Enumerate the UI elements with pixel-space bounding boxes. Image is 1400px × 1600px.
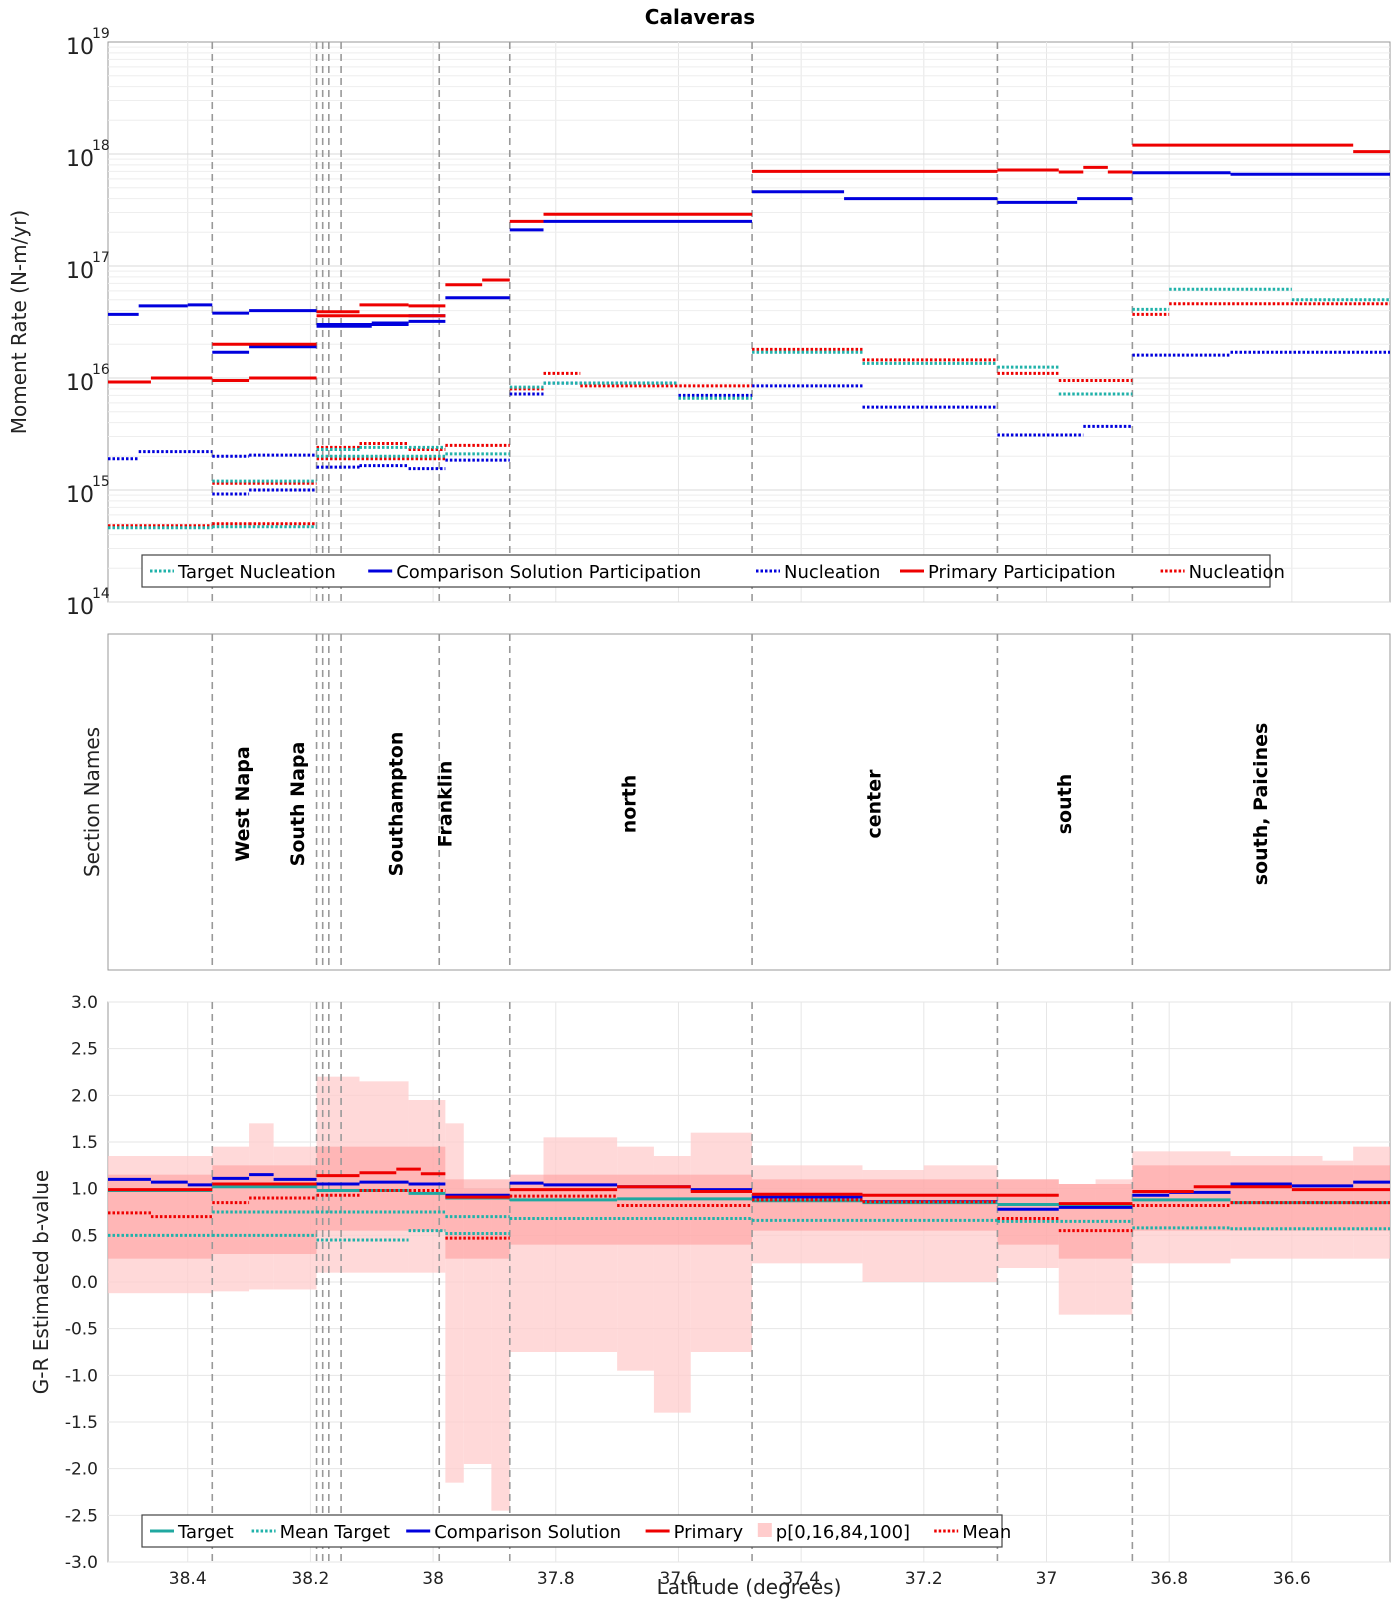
svg-text:14: 14 xyxy=(92,586,110,602)
section-name-label: north xyxy=(618,775,640,834)
section-names-y-axis-label: Section Names xyxy=(80,727,104,877)
legend-label: Target Nucleation xyxy=(177,562,336,583)
legend-label: Target xyxy=(177,1522,234,1543)
moment-rate-y-axis-label: Moment Rate (N-m/yr) xyxy=(7,210,31,434)
y-tick-label: -3.0 xyxy=(65,1553,98,1573)
x-tick-label: 38.4 xyxy=(169,1569,207,1589)
y-tick-label: 0.0 xyxy=(71,1273,98,1293)
legend-label: Primary xyxy=(674,1522,744,1543)
section-name-label: center xyxy=(864,769,886,839)
x-ticks: 38.4 38.2 38 37.8 37.6 37.4 37.2 37 36.8 36.6 xyxy=(169,1569,1311,1589)
legend-label: Primary Participation xyxy=(928,562,1116,583)
svg-text:19: 19 xyxy=(92,26,110,42)
b-value-section-boundaries xyxy=(211,1002,1134,1562)
svg-text:10: 10 xyxy=(66,35,94,60)
band-inner xyxy=(316,1146,360,1231)
y-tick-label: -1.5 xyxy=(65,1413,98,1433)
section-name-label: South Napa xyxy=(287,742,309,867)
legend-label: Mean Target xyxy=(280,1522,390,1543)
moment-rate-series xyxy=(108,143,1390,530)
section-name-label: Southampton xyxy=(385,732,407,877)
legend-swatch xyxy=(757,1523,772,1537)
band-inner xyxy=(1132,1165,1390,1231)
b-value-series xyxy=(108,1167,1390,1242)
svg-text:10: 10 xyxy=(66,147,94,172)
band-outer xyxy=(543,1137,618,1352)
band-inner xyxy=(359,1146,446,1231)
y-tick-label: 1.0 xyxy=(71,1180,98,1200)
x-axis-label: Latitude (degrees) xyxy=(657,1575,842,1599)
y-tick-label: 1.5 xyxy=(71,1133,98,1153)
x-tick-label: 37.4 xyxy=(782,1569,820,1589)
section-name-boundaries xyxy=(211,634,1134,970)
y-tick-label: 2.5 xyxy=(71,1040,98,1060)
band-inner xyxy=(997,1179,1059,1245)
chart-title: Calaveras xyxy=(645,5,755,29)
x-tick-label: 38 xyxy=(422,1569,444,1589)
section-name-label: south xyxy=(1054,774,1076,835)
b-value-panel: 3.0 2.5 2.0 1.5 1.0 0.5 0.0 -0.5 -1.0 -1.5 -2.0 -2.… xyxy=(29,993,1391,1599)
svg-text:10: 10 xyxy=(66,259,94,284)
svg-text:17: 17 xyxy=(92,250,110,266)
legend-label: Nucleation xyxy=(784,562,880,583)
section-name-label: Franklin xyxy=(434,761,456,848)
legend-label: p[0,16,84,100] xyxy=(776,1522,910,1543)
svg-text:16: 16 xyxy=(92,362,110,378)
legend-label: Nucleation xyxy=(1189,562,1285,583)
svg-text:10: 10 xyxy=(66,371,94,396)
x-tick-label: 37.8 xyxy=(537,1569,575,1589)
x-tick-label: 37.2 xyxy=(905,1569,943,1589)
svg-text:10: 10 xyxy=(66,595,94,620)
y-tick-label: 2.0 xyxy=(71,1086,98,1106)
svg-text:10: 10 xyxy=(66,483,94,508)
y-tick-label: -1.0 xyxy=(65,1366,98,1386)
band-inner xyxy=(752,1179,998,1231)
y-tick-label: 0.5 xyxy=(71,1226,98,1246)
moment-rate-legend: Target Nucleation Comparison Solution Par… xyxy=(141,554,1285,588)
svg-text:15: 15 xyxy=(92,474,110,490)
y-tick-label: 3.0 xyxy=(71,993,98,1013)
section-name-labels: West Napa South Napa Southampton Franklin no… xyxy=(232,723,1272,886)
b-value-y-axis-label: G-R Estimated b-value xyxy=(29,1170,53,1394)
x-tick-label: 37.6 xyxy=(660,1569,698,1589)
y-tick-label: -2.0 xyxy=(65,1460,98,1480)
x-tick-label: 36.6 xyxy=(1273,1569,1311,1589)
legend-label: Comparison Solution Participation xyxy=(396,562,701,583)
band-inner xyxy=(445,1179,510,1259)
svg-text:18: 18 xyxy=(92,138,110,154)
x-tick-label: 37 xyxy=(1036,1569,1058,1589)
legend-label: Mean xyxy=(962,1522,1011,1543)
band-outer xyxy=(445,1123,464,1483)
legend-label: Comparison Solution xyxy=(434,1522,621,1543)
section-name-label: south, Paicines xyxy=(1250,723,1272,886)
section-name-label: West Napa xyxy=(232,746,254,861)
band-outer xyxy=(491,1188,510,1511)
b-value-y-ticks: 3.0 2.5 2.0 1.5 1.0 0.5 0.0 -0.5 -1.0 -1.5 -2.0 -2.… xyxy=(65,993,98,1573)
y-tick-label: -2.5 xyxy=(65,1506,98,1526)
y-tick-label: -0.5 xyxy=(65,1320,98,1340)
section-names-panel: West Napa South Napa Southampton Franklin no… xyxy=(80,633,1391,971)
x-tick-label: 38.2 xyxy=(291,1569,329,1589)
x-tick-label: 36.8 xyxy=(1150,1569,1188,1589)
b-value-legend: Target Mean Target Comparison Solution Prim… xyxy=(141,1514,1011,1548)
